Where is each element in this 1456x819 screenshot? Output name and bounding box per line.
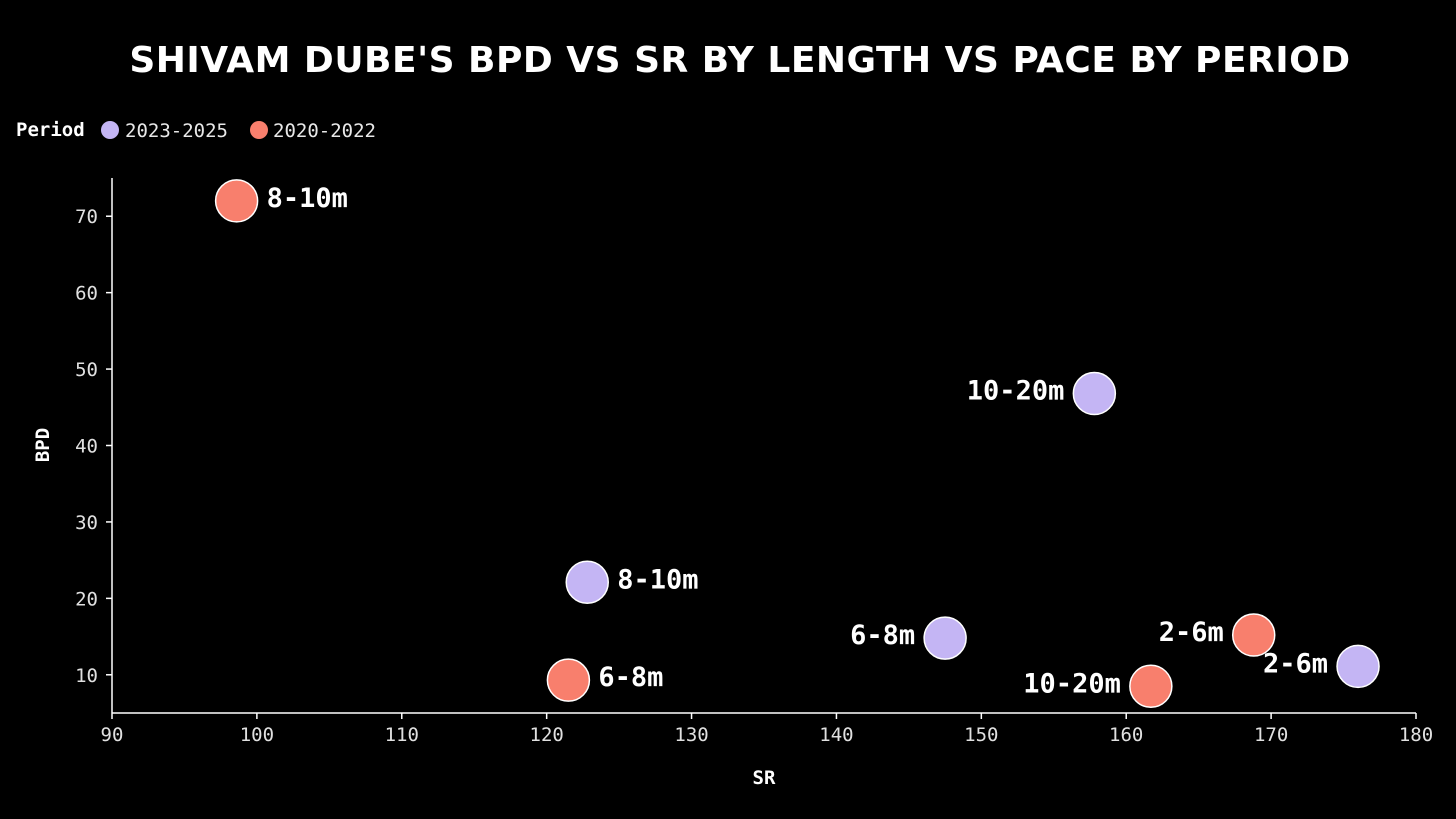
data-point-label: 10-20m: [967, 376, 1065, 407]
data-point-2020-2022-2-6m[interactable]: [1231, 613, 1276, 657]
data-point-group: 6-8m: [546, 658, 663, 702]
legend-swatch-2023-2025: [101, 121, 119, 139]
data-point-2023-2025-6-8m[interactable]: [923, 616, 967, 660]
y-tick-label: 20: [75, 588, 98, 610]
legend-label-2023-2025[interactable]: 2023-2025: [125, 120, 228, 142]
x-tick-label: 170: [1254, 724, 1288, 746]
legend-title: Period: [16, 119, 85, 141]
data-point-label: 8-10m: [617, 564, 698, 595]
data-point-2020-2022-8-10m[interactable]: [214, 179, 259, 223]
data-point-group: 2-6m: [1159, 613, 1276, 657]
data-point-group: 10-20m: [967, 371, 1117, 416]
data-point-group: 8-10m: [565, 560, 699, 605]
y-tick-label: 30: [75, 512, 98, 534]
x-tick-label: 160: [1109, 724, 1143, 746]
y-axis-title: BPD: [32, 428, 54, 462]
data-point-2023-2025-10-20m[interactable]: [1072, 371, 1117, 416]
legend-label-2020-2022[interactable]: 2020-2022: [273, 120, 376, 142]
x-axis-title: SR: [753, 767, 776, 789]
chart-title: SHIVAM DUBE'S BPD VS SR BY LENGTH VS PAC…: [129, 40, 1350, 81]
y-tick-label: 40: [75, 436, 98, 458]
legend: Period 2023-2025 2020-2022: [16, 119, 376, 142]
data-point-label: 2-6m: [1159, 617, 1224, 648]
data-points: 10-20m 8-10m 6-8m 2-6m 8-10m 6-8m 2-6m 10-20m: [214, 179, 1380, 708]
data-point-label: 2-6m: [1263, 648, 1328, 679]
x-tick-label: 140: [819, 724, 853, 746]
x-tick-label: 110: [385, 724, 419, 746]
data-point-group: 10-20m: [1023, 664, 1173, 708]
data-point-2020-2022-6-8m[interactable]: [546, 658, 591, 702]
x-tick-label: 130: [674, 724, 708, 746]
data-point-2020-2022-10-20m[interactable]: [1129, 664, 1173, 708]
x-tick-label: 100: [240, 724, 274, 746]
data-point-label: 10-20m: [1023, 668, 1121, 699]
data-point-label: 6-8m: [598, 662, 663, 693]
x-ticks: 90 100 110 120 130 140 150 160 170 180: [101, 713, 1433, 746]
y-tick-label: 50: [75, 359, 98, 381]
y-tick-label: 70: [75, 206, 98, 228]
data-point-2023-2025-2-6m[interactable]: [1336, 644, 1380, 689]
data-point-2023-2025-8-10m[interactable]: [565, 560, 609, 605]
x-tick-label: 90: [101, 724, 124, 746]
data-point-group: 2-6m: [1263, 644, 1380, 689]
y-ticks: 10 20 30 40 50 60 70: [75, 206, 112, 687]
y-tick-label: 10: [75, 665, 98, 687]
data-point-group: 8-10m: [214, 179, 348, 223]
data-point-group: 6-8m: [850, 616, 967, 660]
data-point-label: 8-10m: [267, 183, 348, 214]
data-point-label: 6-8m: [850, 620, 915, 651]
x-tick-label: 180: [1399, 724, 1433, 746]
y-tick-label: 60: [75, 283, 98, 305]
x-tick-label: 120: [530, 724, 564, 746]
x-tick-label: 150: [964, 724, 998, 746]
legend-swatch-2020-2022: [250, 121, 268, 139]
